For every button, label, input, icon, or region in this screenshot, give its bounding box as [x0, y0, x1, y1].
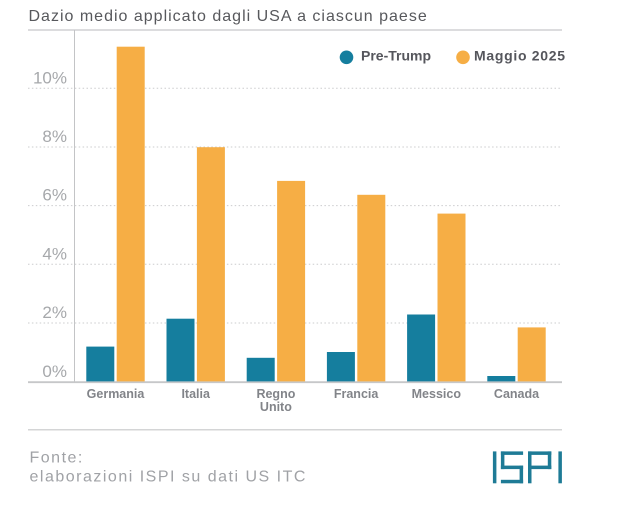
svg-text:Fonte:: Fonte:: [30, 450, 84, 467]
svg-text:elaborazioni ISPI su dati US I: elaborazioni ISPI su dati US ITC: [30, 469, 307, 486]
svg-text:0%: 0%: [42, 362, 67, 381]
svg-text:Unito: Unito: [260, 400, 292, 414]
svg-text:Messico: Messico: [412, 387, 462, 401]
svg-text:Pre-Trump: Pre-Trump: [361, 47, 431, 63]
svg-text:6%: 6%: [42, 186, 67, 205]
svg-text:Maggio 2025: Maggio 2025: [474, 47, 566, 63]
svg-text:Francia: Francia: [334, 387, 380, 401]
svg-text:2%: 2%: [42, 303, 67, 322]
svg-text:Germania: Germania: [87, 387, 146, 401]
svg-text:10%: 10%: [33, 68, 67, 87]
svg-text:Italia: Italia: [181, 387, 211, 401]
svg-text:Dazio medio applicato dagli US: Dazio medio applicato dagli USA a ciascu…: [29, 8, 428, 25]
svg-text:8%: 8%: [42, 127, 67, 146]
svg-text:4%: 4%: [42, 244, 67, 263]
svg-text:Regno: Regno: [256, 387, 295, 401]
svg-text:Canada: Canada: [494, 387, 540, 401]
